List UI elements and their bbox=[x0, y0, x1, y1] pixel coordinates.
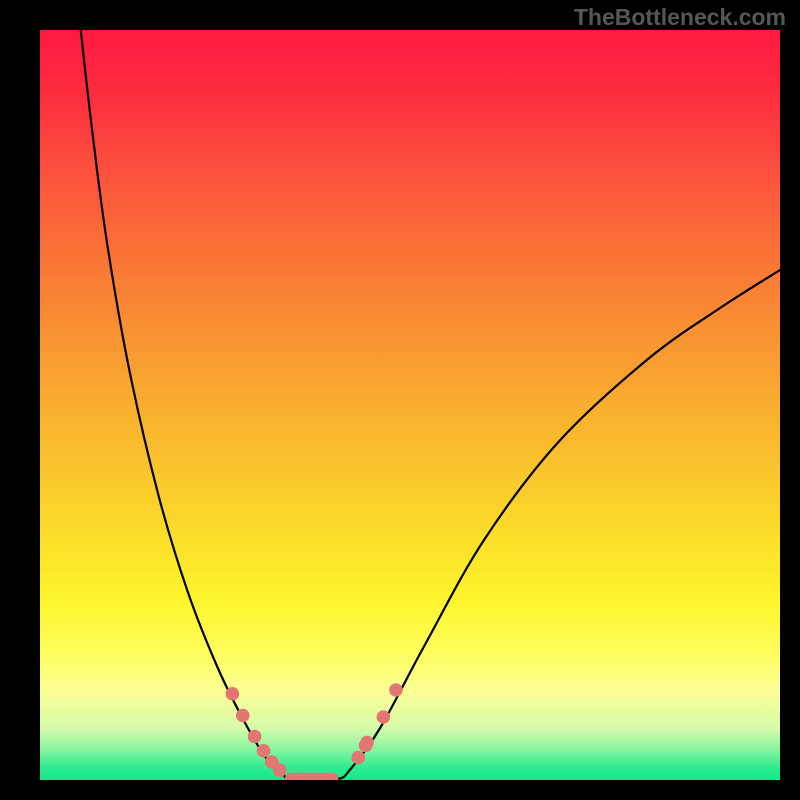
plot-area bbox=[40, 30, 780, 780]
chart-container: TheBottleneck.com bbox=[0, 0, 800, 800]
data-marker bbox=[236, 709, 250, 723]
gradient-background bbox=[40, 30, 780, 780]
data-marker bbox=[360, 736, 374, 750]
data-marker bbox=[257, 744, 271, 758]
data-marker bbox=[351, 751, 365, 765]
chart-svg bbox=[40, 30, 780, 780]
data-marker bbox=[248, 730, 262, 744]
data-marker bbox=[377, 710, 391, 724]
data-marker bbox=[226, 687, 240, 701]
watermark-text: TheBottleneck.com bbox=[574, 4, 786, 31]
data-marker bbox=[389, 683, 403, 697]
data-marker bbox=[273, 763, 287, 777]
